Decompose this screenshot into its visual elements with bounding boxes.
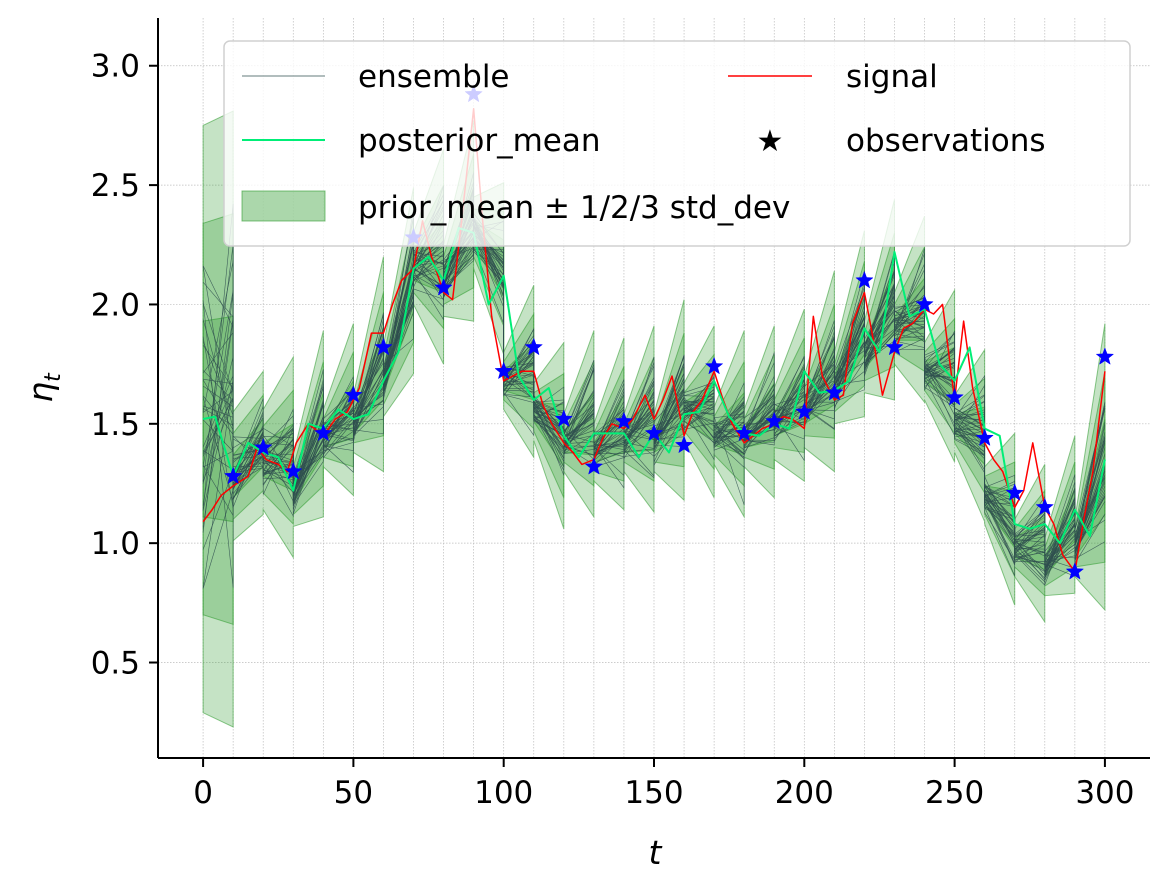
- legend-label-observations: observations: [846, 123, 1046, 159]
- x-axis-title: t: [649, 833, 663, 872]
- observation-marker: [945, 387, 964, 406]
- x-tick-label: 250: [925, 775, 984, 811]
- observation-marker: [524, 337, 543, 356]
- x-tick-label: 0: [193, 775, 213, 811]
- y-tick-label: 3.0: [91, 49, 140, 85]
- observation-marker: [254, 437, 273, 456]
- y-tick-label: 2.5: [91, 168, 140, 204]
- observation-marker: [1095, 347, 1115, 365]
- observation-marker: [1005, 483, 1024, 501]
- observation-marker: [494, 361, 513, 380]
- observation-marker: [434, 277, 453, 296]
- observation-marker: [1065, 562, 1085, 580]
- observation-marker: [795, 402, 814, 420]
- observation-marker: [765, 411, 784, 430]
- observation-marker: [704, 356, 724, 375]
- observation-marker: [975, 428, 994, 446]
- legend-label-signal: signal: [846, 59, 938, 95]
- x-tick-label: 200: [775, 775, 834, 811]
- observation-marker: [584, 457, 604, 475]
- observation-marker: [554, 409, 574, 427]
- observation-marker: [1035, 497, 1054, 516]
- y-tick-label: 0.5: [91, 646, 140, 682]
- observation-marker: [734, 423, 754, 442]
- y-axis-title-subscript: t: [41, 372, 66, 382]
- x-tick-label: 150: [624, 775, 683, 811]
- legend-swatch-band: [241, 190, 326, 222]
- observation-marker: [284, 461, 303, 480]
- legend-label-posterior-mean: posterior_mean: [358, 123, 601, 159]
- y-tick-label: 1.0: [91, 526, 140, 562]
- x-tick-label: 50: [334, 775, 373, 811]
- legend-box: [223, 40, 1131, 247]
- observation-marker: [644, 423, 664, 442]
- y-tick-label: 2.0: [91, 287, 140, 323]
- x-tick-label: 100: [474, 775, 533, 811]
- x-ticks: 0 50 100 150 200 250 300: [193, 758, 1134, 811]
- legend: ensemble signal posterior_mean ★ observa…: [223, 40, 1131, 247]
- observation-marker: [344, 385, 363, 403]
- observation-marker: [314, 423, 333, 442]
- y-axis-title: ηt: [21, 372, 66, 403]
- y-ticks: 0.5 1.0 1.5 2.0 2.5 3.0: [91, 49, 158, 682]
- observation-marker: [885, 337, 904, 356]
- observation-marker: [855, 270, 874, 289]
- observation-marker: [223, 466, 243, 485]
- observation-marker: [374, 337, 393, 356]
- y-tick-label: 1.5: [91, 407, 140, 443]
- legend-label-band: prior_mean ± 1/2/3 std_dev: [358, 190, 790, 226]
- observation-marker: [674, 435, 694, 454]
- observation-marker: [614, 411, 634, 430]
- observation-marker: [825, 383, 844, 401]
- x-tick-label: 300: [1075, 775, 1134, 811]
- legend-swatch-observations: ★: [757, 124, 784, 159]
- observation-marker: [915, 294, 934, 313]
- y-axis-title-main: η: [21, 382, 60, 403]
- legend-label-ensemble: ensemble: [358, 59, 510, 95]
